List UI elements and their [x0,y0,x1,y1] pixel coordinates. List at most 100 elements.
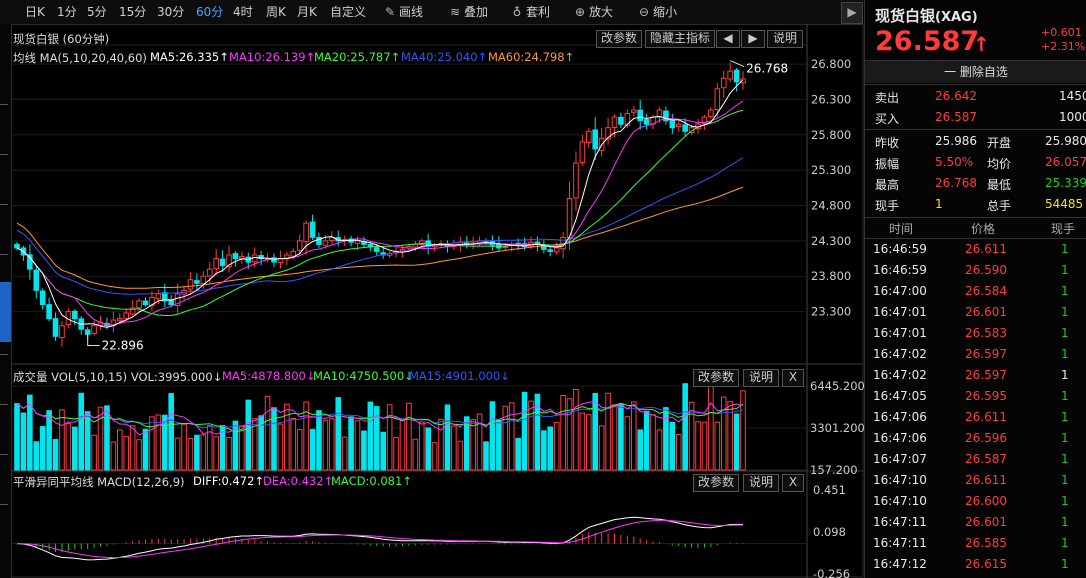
volume-bar [161,414,168,471]
volume-bar [534,393,541,471]
price-change-pct: +2.31% [1041,40,1086,53]
volume-bar [322,419,329,471]
period-tab-0[interactable]: 日K [25,5,45,19]
period-tab-1[interactable]: 1分 [57,5,77,19]
stat-value: 25.980 [1045,134,1086,148]
volume-header: 成交量 VOL(5,10,15) VOL:3995.000↓ [13,369,222,385]
tool-stack-button[interactable]: ≋ 叠加 [448,4,488,20]
tick-time: 16:47:02 [873,347,927,361]
dea-line [16,519,744,559]
vol-ma15-legend: MA15:4901.000↓ [409,369,510,383]
candle-body [733,69,740,83]
candle-body [618,116,624,125]
macd-close-icon[interactable]: X [782,474,804,492]
candle-body [46,304,52,320]
volume-close-icon[interactable]: X [782,369,804,387]
candle-body [187,279,194,290]
delete-watchlist-button[interactable]: 一 删除自选 [865,61,1086,83]
divider [865,84,1086,85]
volume-bar [733,413,740,471]
stat-value: 25.339 [1045,176,1086,190]
kline-chart-svg[interactable]: 26.800 26.300 25.800 25.300 24.800 24.300 23.8… [11,24,864,578]
tick-volume: 1 [1061,473,1069,487]
sidebar-tick [0,204,8,205]
period-tab-5[interactable]: 60分 [196,5,224,19]
volume-bar [168,393,174,471]
sidebar-tick [0,404,8,405]
stat-value: 26.057 [1045,155,1086,169]
period-tab-4[interactable]: 30分 [157,5,185,19]
tool-bag-button[interactable]: ♁ 套利 [510,4,550,20]
candle-body [708,109,714,118]
tool-pen-button[interactable]: ✎ 画线 [383,4,423,20]
tick-price: 26.585 [965,536,1007,550]
main-params-button[interactable]: 改参数 [596,30,642,48]
tick-time: 16:47:06 [873,410,927,424]
volume-bar [84,411,91,471]
period-tab-6[interactable]: 4时 [233,5,253,19]
price-tick-label: 23.300 [811,305,851,319]
candle-body [116,318,123,322]
macd-help-button[interactable]: 说明 [743,474,779,492]
candle-body [605,127,611,140]
volume-bar [573,389,579,471]
candle-body [682,124,688,132]
volume-bar [213,436,219,471]
volume-bar [637,429,644,471]
tick-volume: 1 [1061,431,1069,445]
period-tab-2[interactable]: 5分 [87,5,107,19]
candle-body [573,162,579,199]
candle-body [200,275,207,285]
candle-body [663,110,669,122]
candle-body [720,77,727,89]
volume-tick-label: 3301.200 [810,421,864,435]
main-help-button[interactable]: 说明 [767,30,803,48]
sidebar-tick [0,354,8,355]
volume-bar [605,392,611,471]
period-tab-9[interactable]: 自定义 [330,5,367,19]
macd-params-button[interactable]: 改参数 [693,474,739,492]
tool-zoom-in-button[interactable]: ⊕ 放大 [573,4,613,20]
volume-bar [547,426,554,471]
ma40-legend: MA40:25.040↑ [401,50,488,64]
volume-bar [598,425,605,471]
scroll-right-icon[interactable]: ▶ [741,30,765,48]
chart-area[interactable]: 26.800 26.300 25.800 25.300 24.800 24.300 23.8… [11,24,864,578]
volume-bar [258,415,264,471]
volume-bar [386,404,393,471]
chevron-right-icon[interactable]: ▶ [841,2,863,24]
volume-bar [277,423,284,471]
left-sidebar-highlight[interactable] [0,282,11,342]
stat-value: 1 [935,197,943,211]
candle-body [296,240,303,251]
instrument-name: 现货白银(XAG) [875,5,978,26]
stat-label: 振幅 [875,157,900,171]
candle-body [309,221,316,238]
tick-volume: 1 [1061,305,1069,319]
candle-body [52,318,59,337]
vol-ma5-line [16,401,744,436]
period-toolbar: 日K 1分 5分 15分 30分 60分 4时 周K 月K 自定义 ✎ 画线 ≋ 叠加 ♁ 套利 ⊕ 放大 ⊖ 缩小 [0,0,863,25]
period-tab-8[interactable]: 月K [297,5,317,19]
tool-zoom-out-button[interactable]: ⊖ 缩小 [637,4,677,20]
macd-legend: MACD:0.081↑ [331,474,412,488]
volume-bar [663,407,669,471]
volume-bar [650,414,656,471]
period-tab-3[interactable]: 15分 [119,5,147,19]
tick-price: 26.615 [965,557,1007,571]
period-tab-7[interactable]: 周K [266,5,286,19]
candle-body [168,299,174,306]
volume-bar [39,426,46,471]
macd-tick-label: 0.451 [813,483,846,497]
sidebar-tick [0,104,8,105]
scroll-left-icon[interactable]: ◀ [716,30,740,48]
stat-label: 最高 [875,178,900,192]
candle-body [656,109,663,118]
volume-bar [33,441,40,471]
volume-params-button[interactable]: 改参数 [693,369,739,387]
volume-bar [566,398,573,471]
tick-price: 26.596 [965,431,1007,445]
volume-help-button[interactable]: 说明 [743,369,779,387]
volume-bar [380,431,387,471]
hide-indicator-button[interactable]: 隐藏主指标 [645,30,715,48]
